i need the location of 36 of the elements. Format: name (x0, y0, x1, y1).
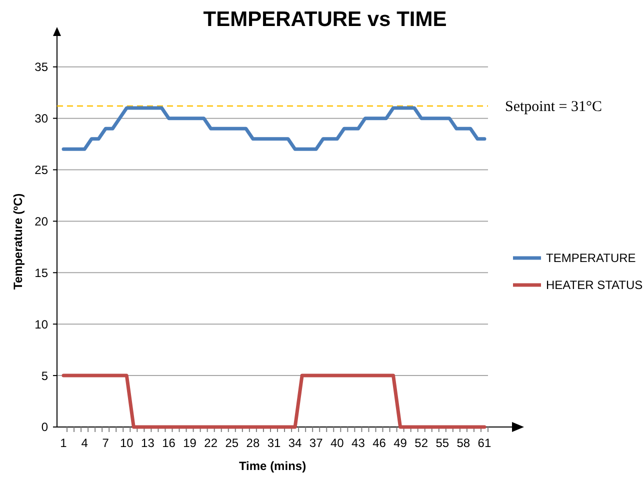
y-tick-label: 20 (34, 214, 48, 228)
x-tick-label: 43 (352, 436, 366, 450)
x-tick-label: 19 (183, 436, 197, 450)
x-tick-label: 7 (102, 436, 110, 450)
y-tick-label: 35 (34, 60, 48, 74)
x-tick-label: 40 (330, 436, 344, 450)
line-series (62, 106, 486, 151)
chart-title: TEMPERATURE vs TIME (203, 8, 447, 31)
y-axis-title: Temperature (ºC) (11, 193, 25, 290)
x-tick-label: 49 (394, 436, 408, 450)
x-axis-title: Time (mins) (238, 459, 306, 473)
x-tick-label: 22 (204, 436, 218, 450)
x-tick-label: 28 (246, 436, 260, 450)
x-tick-label: 46 (372, 436, 386, 450)
x-tick-label: 13 (141, 436, 155, 450)
y-tick-label: 0 (41, 420, 48, 434)
x-tick-label: 4 (81, 436, 88, 450)
y-tick-label: 10 (34, 317, 48, 332)
x-tick-label: 37 (309, 436, 324, 450)
x-tick-label: 1 (60, 436, 68, 450)
x-tick-label: 25 (225, 436, 239, 450)
x-tick-label: 10 (120, 436, 134, 450)
x-tick-label: 16 (162, 436, 176, 450)
x-tick-label: 55 (436, 436, 450, 450)
x-tick-label: 58 (456, 436, 470, 450)
x-tick-label: 52 (414, 436, 428, 450)
y-tick-label: 30 (34, 112, 48, 126)
x-tick-label: 31 (267, 436, 281, 450)
x-tick-label: 34 (288, 436, 302, 450)
ref-line-label: Setpoint = 31°C (505, 99, 602, 116)
legend-label: HEATER STATUS (546, 278, 643, 292)
y-tick-label: 25 (34, 162, 48, 177)
x-tick-label: 61 (478, 436, 492, 450)
y-tick-label: 15 (34, 266, 48, 280)
legend-label: TEMPERATURE (546, 251, 636, 266)
y-tick-label: 5 (41, 368, 48, 383)
